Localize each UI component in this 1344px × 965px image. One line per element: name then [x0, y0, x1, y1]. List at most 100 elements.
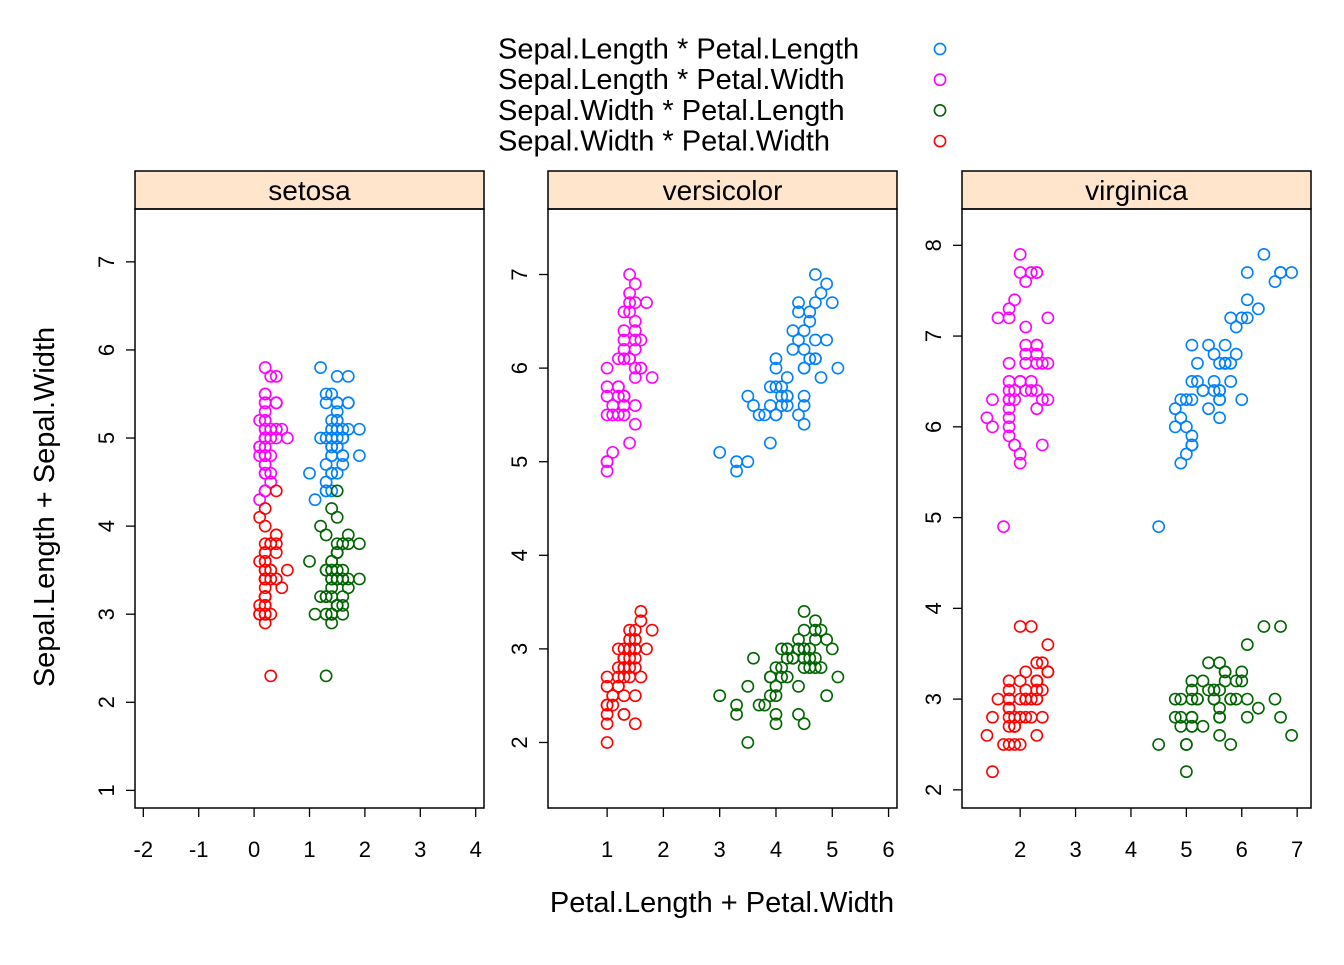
data-point — [617, 305, 631, 319]
x-tick-label: 1 — [601, 837, 613, 862]
data-point — [264, 537, 278, 551]
data-point — [1002, 302, 1016, 316]
data-point — [814, 371, 828, 384]
data-point — [1224, 311, 1238, 325]
data-point — [980, 728, 994, 742]
data-point — [341, 528, 355, 542]
data-point — [741, 736, 755, 749]
data-point — [1213, 701, 1226, 715]
data-point — [780, 642, 794, 656]
data-point — [330, 598, 344, 612]
y-tick-label: 1 — [94, 784, 119, 796]
data-point — [769, 361, 783, 375]
data-point — [758, 698, 772, 712]
data-point — [1274, 620, 1287, 633]
data-point — [264, 431, 278, 445]
data-point — [1185, 375, 1199, 388]
data-point — [1185, 429, 1199, 443]
data-point — [797, 605, 811, 618]
data-point — [258, 607, 272, 621]
y-axis-label: Sepal.Length + Sepal.Width — [29, 327, 61, 687]
x-tick-label: 2 — [657, 837, 669, 862]
data-point — [1008, 738, 1022, 751]
data-point — [808, 352, 822, 366]
data-point — [600, 361, 614, 375]
panel-strip — [961, 170, 1312, 210]
data-point — [628, 277, 642, 291]
data-point — [258, 598, 272, 612]
data-point — [803, 642, 817, 656]
data-point — [253, 440, 267, 454]
data-point — [330, 405, 344, 419]
x-tick-label: 6 — [1236, 837, 1248, 862]
data-point — [330, 396, 344, 410]
data-point — [986, 393, 999, 406]
data-point — [775, 399, 789, 412]
data-point — [617, 342, 631, 356]
data-point — [1030, 683, 1044, 697]
data-point — [330, 414, 344, 427]
data-point — [792, 633, 805, 646]
y-tick-label: 4 — [94, 520, 119, 532]
data-point — [623, 661, 637, 675]
data-point — [1030, 402, 1044, 416]
data-point — [341, 581, 355, 595]
data-point — [269, 528, 283, 542]
data-point — [1240, 266, 1254, 279]
data-point — [1268, 692, 1282, 706]
data-point — [617, 399, 631, 412]
data-point — [352, 422, 366, 436]
data-point — [820, 333, 834, 347]
series-points — [713, 268, 845, 478]
data-point — [1035, 683, 1049, 697]
data-point — [617, 389, 631, 403]
data-point — [325, 581, 339, 595]
data-point — [1229, 347, 1243, 361]
data-point — [617, 708, 631, 721]
data-point — [980, 411, 994, 425]
series-points — [1152, 247, 1299, 534]
data-point — [786, 324, 800, 338]
data-point — [1251, 701, 1265, 715]
data-point — [831, 361, 845, 375]
y-tick-label: 6 — [921, 421, 946, 433]
data-point — [1224, 692, 1238, 706]
data-point — [634, 614, 648, 628]
data-point — [1202, 338, 1215, 352]
data-point — [275, 422, 289, 436]
series-points — [303, 361, 366, 507]
data-point — [808, 296, 822, 309]
data-point — [1002, 701, 1016, 715]
data-point — [336, 422, 350, 436]
data-point — [1008, 710, 1022, 724]
data-point — [628, 633, 642, 646]
data-point — [258, 590, 272, 603]
x-tick-label: 6 — [882, 837, 894, 862]
data-point — [258, 361, 272, 374]
data-point — [1257, 247, 1271, 261]
data-point — [314, 519, 327, 533]
data-point — [1002, 356, 1016, 370]
data-point — [1168, 710, 1182, 724]
data-point — [611, 670, 625, 684]
data-point — [325, 554, 339, 568]
data-point — [1002, 411, 1016, 425]
data-point — [336, 598, 350, 612]
series-points — [713, 605, 845, 749]
data-point — [330, 466, 344, 480]
data-point — [1024, 384, 1038, 397]
data-point — [341, 369, 355, 383]
y-tick-label: 6 — [507, 362, 532, 374]
data-point — [258, 449, 272, 463]
data-point — [1213, 683, 1226, 697]
data-point — [634, 333, 648, 347]
series-points — [1152, 620, 1299, 779]
panel-frame — [961, 208, 1312, 809]
data-point — [1002, 420, 1016, 434]
panel-title: virginica — [1085, 175, 1188, 206]
data-point — [1185, 710, 1199, 724]
data-point — [1213, 356, 1226, 370]
data-point — [1008, 293, 1022, 307]
data-point — [1030, 347, 1044, 361]
data-point — [1013, 620, 1027, 633]
